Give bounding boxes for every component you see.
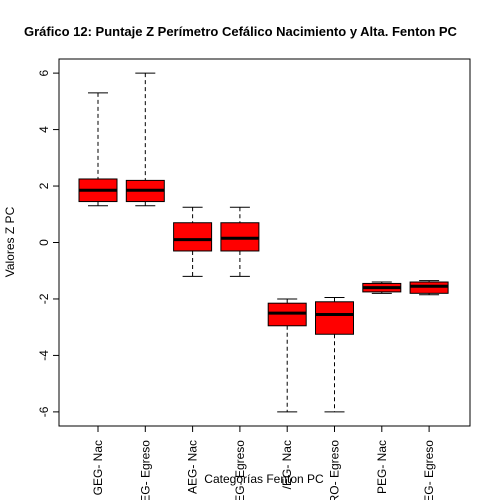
chart-title: Gráfico 12: Puntaje Z Perímetro Cefálico… [24, 24, 458, 39]
x-axis: GEG- Nac EG- Egreso AEG- Nac EG- Egreso/EG-… [91, 425, 436, 500]
boxes-group [78, 72, 449, 413]
box-body [315, 301, 354, 335]
y-tick-label: 4 [37, 126, 51, 133]
box-body [173, 222, 213, 252]
y-tick-label: -2 [37, 293, 51, 304]
y-tick-label: 2 [37, 182, 51, 189]
x-tick-label: RO- Egreso [328, 440, 342, 500]
y-tick-label: 0 [37, 239, 51, 246]
y-tick-label: -4 [37, 350, 51, 361]
box-7 [362, 281, 402, 294]
x-tick-label: EG- Egreso [138, 440, 152, 500]
y-axis-label: Valores Z PC [3, 206, 17, 277]
y-tick-label: 6 [37, 69, 51, 76]
x-tick-label: /EG- Nac [280, 440, 294, 489]
box-6 [315, 297, 354, 413]
y-axis: 6 4 2 0 -2 -4 -6 [37, 69, 60, 417]
y-tick-label: -6 [37, 406, 51, 417]
box-3 [173, 206, 213, 277]
box-8 [409, 280, 449, 296]
x-tick-label: AEG- Nac [186, 440, 200, 494]
x-tick-label: GEG- Nac [91, 440, 105, 495]
box-2 [125, 72, 165, 207]
x-tick-label: PEG- Nac [375, 440, 389, 494]
x-tick-label: EG- Egreso [233, 440, 247, 500]
x-axis-label: Categorías Fenton PC [204, 472, 324, 486]
box-4 [220, 206, 260, 277]
box-1 [78, 92, 118, 207]
plot-frame [58, 58, 471, 427]
box-5 [267, 298, 307, 413]
x-tick-label: EG- Egreso [422, 440, 436, 500]
